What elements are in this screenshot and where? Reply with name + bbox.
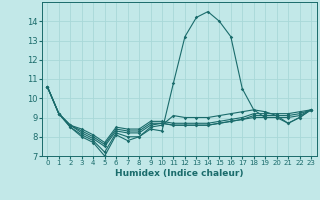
X-axis label: Humidex (Indice chaleur): Humidex (Indice chaleur) bbox=[115, 169, 244, 178]
